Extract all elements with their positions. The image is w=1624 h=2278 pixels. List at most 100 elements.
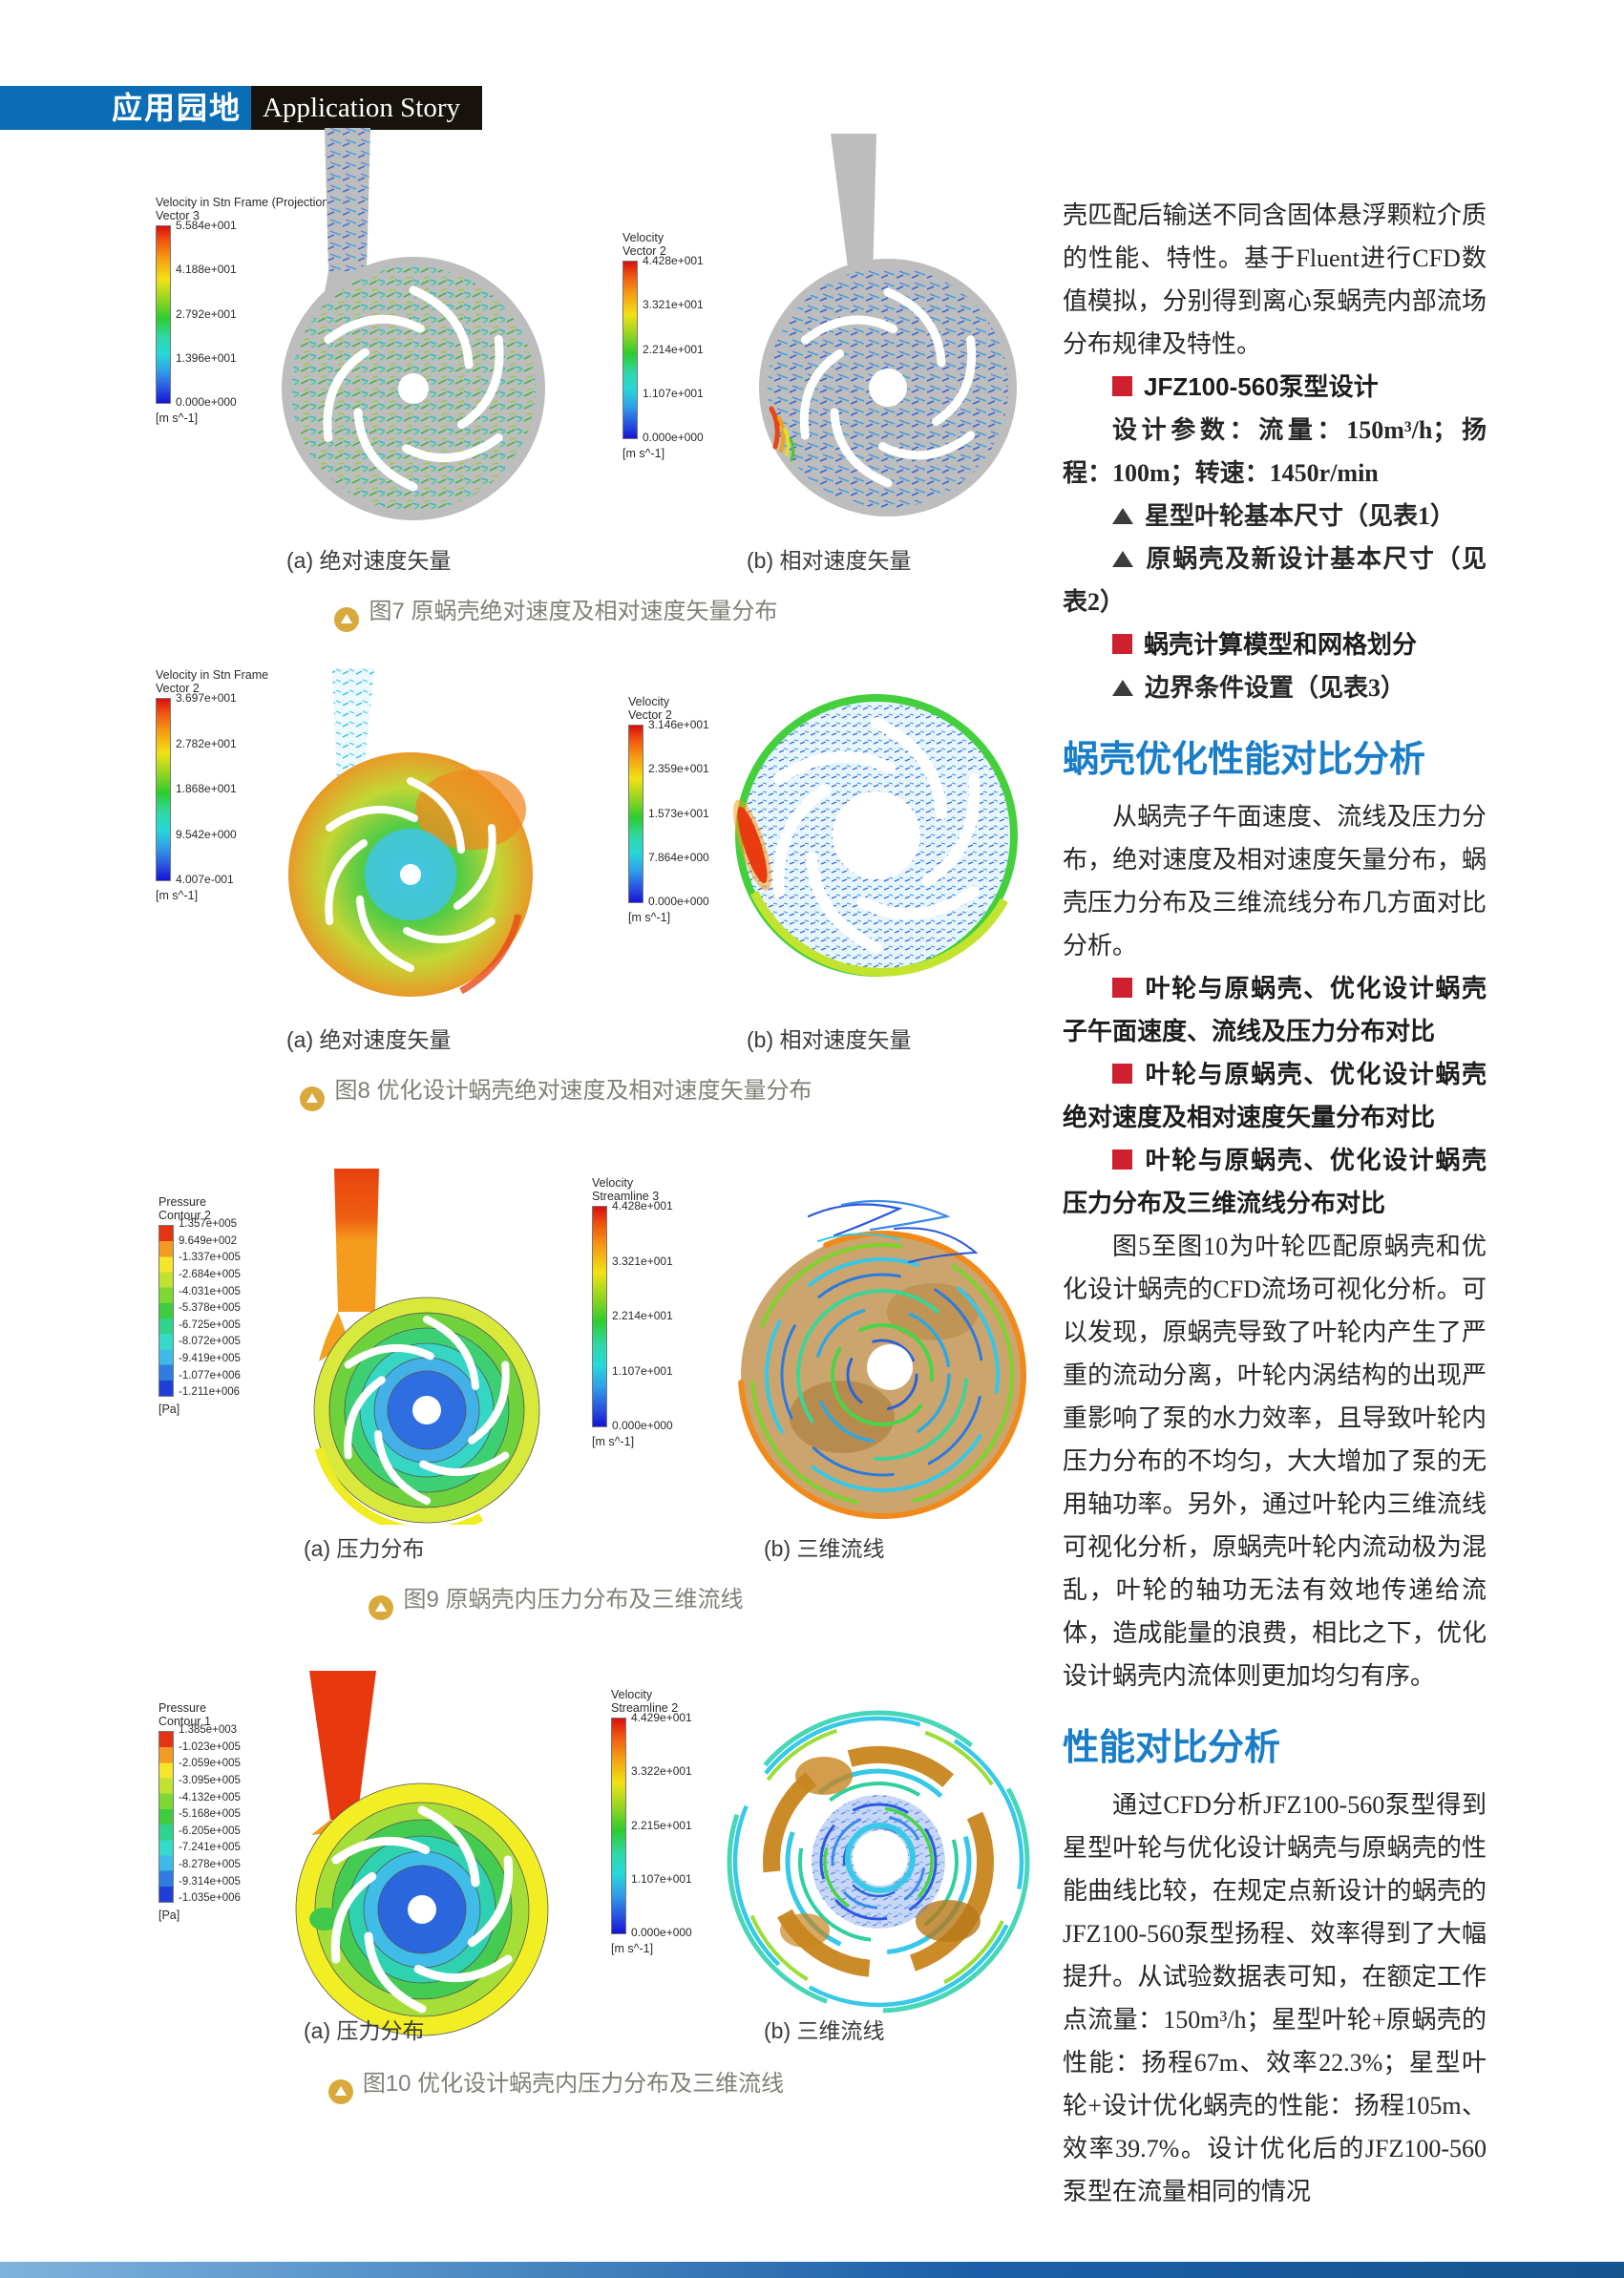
bullet-text: JFZ100-560泵型设计 bbox=[1144, 372, 1379, 401]
bullet-item: 蜗壳计算模型和网格划分 bbox=[1063, 623, 1487, 666]
tick-label: 0.000e+000 bbox=[176, 395, 237, 409]
bullet-text: 叶轮与原蜗壳、优化设计蜗壳压力分布及三维流线分布对比 bbox=[1063, 1146, 1487, 1217]
impeller-blades bbox=[747, 717, 1006, 948]
impeller-blades bbox=[309, 1805, 535, 2009]
tick-label: 4.429e+001 bbox=[631, 1711, 692, 1724]
legend-title: Velocity in Stn Frame (Projection) bbox=[156, 196, 333, 209]
bullet-text: 边界条件设置（见表3） bbox=[1145, 674, 1406, 702]
fig10-caption: 图10 优化设计蜗壳内压力分布及三维流线 bbox=[95, 2064, 1017, 2104]
fig10b-streamline-plot bbox=[727, 1710, 1030, 2014]
tick-label: -4.132e+005 bbox=[179, 1791, 241, 1803]
tick-label: -1.337e+005 bbox=[179, 1252, 241, 1264]
colorbar-ticks: 1.385e+003 -1.023e+005 -2.059e+005 -3.09… bbox=[179, 1724, 241, 1905]
colorbar-ticks: 4.428e+001 3.321e+001 2.214e+001 1.107e+… bbox=[643, 255, 704, 443]
fig8-caption-text: 图8 优化设计蜗壳绝对速度及相对速度矢量分布 bbox=[334, 1078, 812, 1104]
colorbar-strip bbox=[628, 725, 643, 903]
fig9-caption-text: 图9 原蜗壳内压力分布及三维流线 bbox=[403, 1587, 744, 1613]
colorbar-strip bbox=[156, 698, 171, 881]
figure-marker-icon bbox=[300, 1086, 326, 1111]
streamlines bbox=[727, 1710, 1030, 2014]
impeller-blades bbox=[324, 1316, 530, 1501]
paragraph: 壳匹配后输送不同含固体悬浮颗粒介质的性能、特性。基于Fluent进行CFD数值模… bbox=[1063, 201, 1487, 358]
tick-label: 1.385e+003 bbox=[179, 1724, 238, 1736]
fig7b-volute-vector-plot bbox=[759, 134, 1017, 517]
red-square-bullet-icon bbox=[1112, 634, 1132, 654]
colorbar-strip bbox=[592, 1206, 607, 1427]
tick-label: 0.000e+000 bbox=[648, 895, 709, 908]
tick-label: -8.072e+005 bbox=[179, 1336, 241, 1348]
tick-label: 2.359e+001 bbox=[648, 762, 709, 776]
colorbar-strip bbox=[158, 1225, 174, 1397]
tongue-hotspot bbox=[769, 406, 795, 462]
fig10a-caption: (a) 压力分布 bbox=[304, 2018, 425, 2043]
tick-label: 1.573e+001 bbox=[648, 806, 709, 820]
legend-unit: [m s^-1] bbox=[592, 1435, 635, 1448]
article-column: 壳匹配后输送不同含固体悬浮颗粒介质的性能、特性。基于Fluent进行CFD数值模… bbox=[1063, 194, 1487, 2213]
fig7-caption-text: 图7 原蜗壳绝对速度及相对速度矢量分布 bbox=[369, 599, 778, 624]
tick-label: 3.321e+001 bbox=[643, 298, 704, 312]
legend-unit: [m s^-1] bbox=[156, 889, 199, 902]
red-square-bullet-icon bbox=[1112, 376, 1132, 396]
colorbar-ticks: 4.429e+001 3.322e+001 2.215e+001 1.107e+… bbox=[631, 1712, 692, 1938]
figure-marker-icon bbox=[327, 2079, 353, 2104]
fig7a-caption: (a) 绝对速度矢量 bbox=[286, 548, 452, 573]
tick-label: -1.211e+006 bbox=[179, 1386, 241, 1399]
legend-title: Velocity bbox=[592, 1176, 634, 1190]
bullet-item: 叶轮与原蜗壳、优化设计蜗壳压力分布及三维流线分布对比 bbox=[1063, 1139, 1487, 1225]
tick-label: -2.684e+005 bbox=[179, 1268, 241, 1280]
figure-marker-icon bbox=[369, 1595, 394, 1620]
tick-label: 3.321e+001 bbox=[612, 1254, 673, 1268]
fig10-caption-text: 图10 优化设计蜗壳内压力分布及三维流线 bbox=[362, 2071, 785, 2097]
section-title-cn: 应用园地 bbox=[0, 86, 251, 130]
tick-label: 4.007e-001 bbox=[176, 873, 234, 886]
fig9a-colorbar: Pressure Contour 2 1.357e+005 9.649e+002… bbox=[158, 1195, 273, 1416]
fig10a-colorbar: Pressure Contour 1 1.385e+003 -1.023e+00… bbox=[158, 1701, 273, 1922]
tick-label: 1.868e+001 bbox=[176, 782, 237, 795]
tick-label: -6.725e+005 bbox=[179, 1318, 241, 1331]
pressure-rings bbox=[313, 1297, 540, 1524]
tongue-hotspot bbox=[733, 799, 771, 891]
legend-unit: [Pa] bbox=[158, 1909, 180, 1922]
tick-label: -5.168e+005 bbox=[179, 1808, 241, 1821]
legend-subtitle: Vector 2 bbox=[622, 244, 666, 258]
fig7-caption: 图7 原蜗壳绝对速度及相对速度矢量分布 bbox=[95, 592, 1017, 632]
legend-title: Velocity bbox=[622, 231, 664, 244]
legend-title: Velocity bbox=[628, 695, 670, 708]
bullet-item: JFZ100-560泵型设计 bbox=[1063, 366, 1487, 409]
fig8b-colorbar: Velocity Vector 2 3.146e+001 2.359e+001 … bbox=[628, 695, 743, 924]
tick-label: -1.035e+006 bbox=[179, 1892, 241, 1905]
impeller-blades bbox=[305, 777, 517, 968]
colorbar-strip bbox=[611, 1718, 626, 1934]
paragraph: 图5至图10为叶轮匹配原蜗壳和优化设计蜗壳的CFD流场可视化分析。可以发现，原蜗… bbox=[1063, 1233, 1487, 1690]
tick-label: -9.314e+005 bbox=[179, 1875, 241, 1888]
triangle-bullet-icon bbox=[1112, 508, 1133, 524]
fig7a-volute-vector-plot bbox=[282, 128, 545, 520]
tick-label: 4.428e+001 bbox=[612, 1199, 673, 1213]
tick-label: 1.107e+001 bbox=[631, 1871, 692, 1886]
colorbar-ticks: 5.584e+001 4.188e+001 2.792e+001 1.396e+… bbox=[176, 220, 237, 408]
legend-unit: [m s^-1] bbox=[622, 447, 665, 460]
impeller-blades bbox=[778, 287, 997, 483]
fig7a-colorbar: Velocity in Stn Frame (Projection) Vecto… bbox=[156, 196, 333, 425]
colorbar-ticks: 3.697e+001 2.782e+001 1.868e+001 9.542e+… bbox=[176, 692, 237, 885]
bullet-text: 叶轮与原蜗壳、优化设计蜗壳绝对速度及相对速度矢量分布对比 bbox=[1063, 1060, 1487, 1131]
tick-label: -9.419e+005 bbox=[179, 1353, 241, 1365]
tick-label: 9.542e+000 bbox=[176, 827, 237, 841]
fig10b-caption: (b) 三维流线 bbox=[764, 2018, 885, 2043]
bullet-item: 叶轮与原蜗壳、优化设计蜗壳子午面速度、流线及压力分布对比 bbox=[1063, 967, 1487, 1053]
tick-label: 2.215e+001 bbox=[631, 1818, 692, 1832]
streamlines bbox=[738, 1199, 1026, 1519]
tick-label: -5.378e+005 bbox=[179, 1302, 241, 1315]
fig9a-caption: (a) 压力分布 bbox=[304, 1536, 425, 1561]
section-title-en: Application Story bbox=[251, 86, 482, 130]
tick-label: 3.146e+001 bbox=[648, 718, 709, 731]
colorbar-ticks: 1.357e+005 9.649e+002 -1.337e+005 -2.684… bbox=[179, 1218, 241, 1399]
legend-subtitle: Contour 2 bbox=[158, 1209, 211, 1222]
paragraph: 从蜗壳子午面速度、流线及压力分布，绝对速度及相对速度矢量分布，蜗壳压力分布及三维… bbox=[1063, 803, 1487, 960]
tick-label: -6.205e+005 bbox=[179, 1825, 241, 1837]
tick-label: -4.031e+005 bbox=[179, 1285, 241, 1297]
fig7b-colorbar: Velocity Vector 2 4.428e+001 3.321e+001 … bbox=[622, 231, 737, 460]
fig9a-pressure-contour-plot bbox=[313, 1169, 540, 1525]
tick-label: 4.428e+001 bbox=[643, 254, 704, 267]
